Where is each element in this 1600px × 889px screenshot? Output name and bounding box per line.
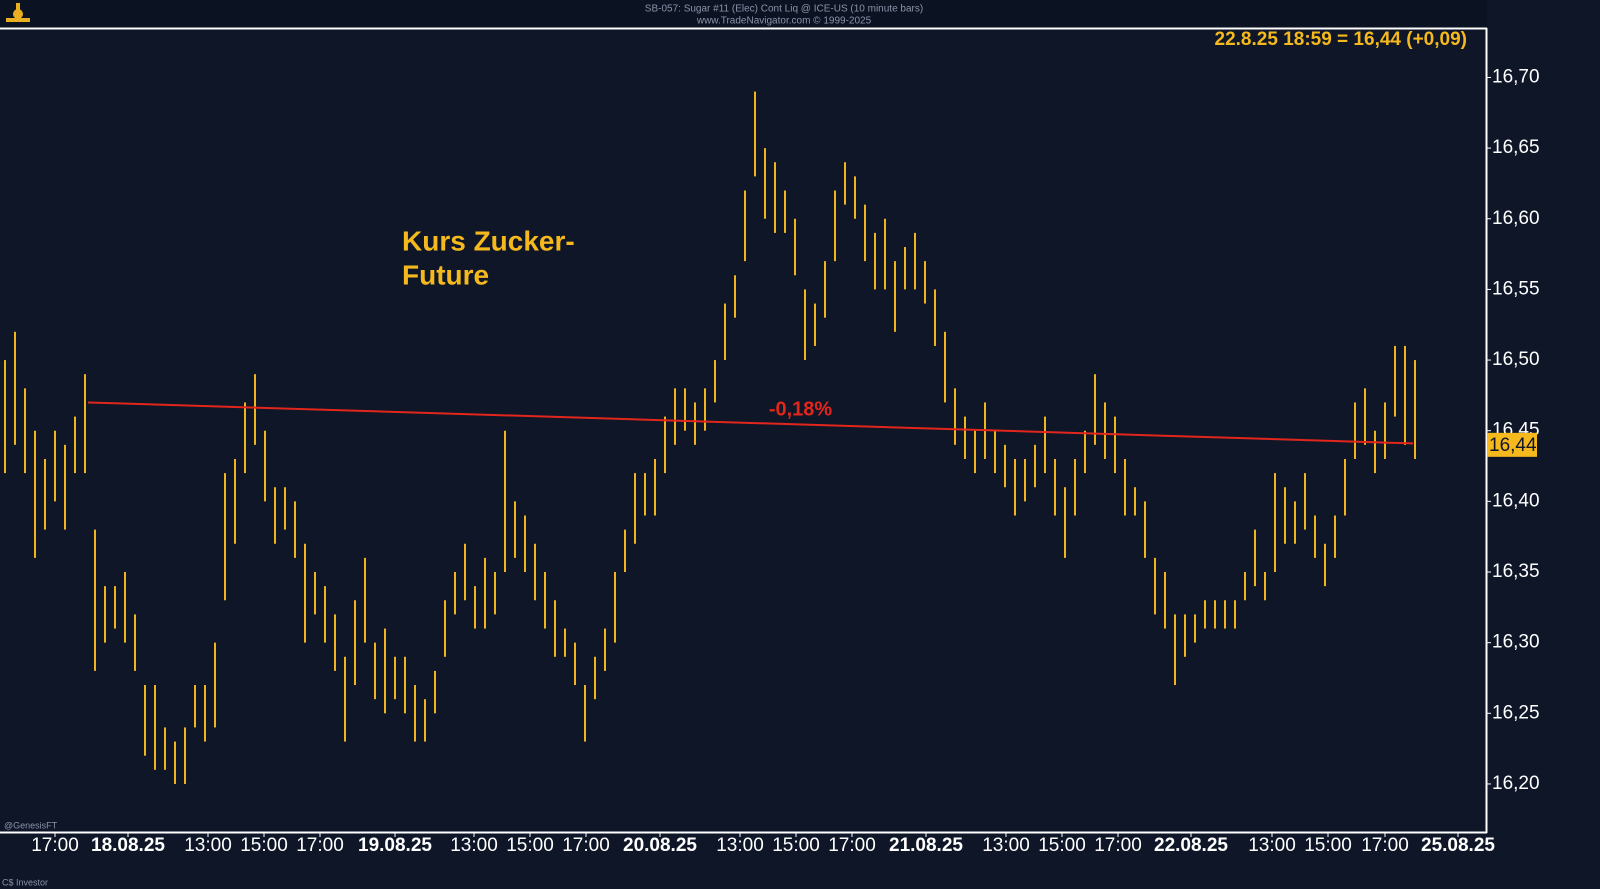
x-tick-label: 15:00 — [1038, 835, 1086, 856]
x-tick-label: 15:00 — [772, 835, 820, 856]
y-tick-label: 16,30 — [1492, 632, 1540, 653]
y-tick-label: 16,20 — [1492, 773, 1540, 794]
footer-note: @GenesisFT — [4, 820, 58, 830]
x-tick-label: 20.08.25 — [623, 835, 697, 856]
x-tick-label: 13:00 — [1248, 835, 1296, 856]
x-tick-label: 15:00 — [506, 835, 554, 856]
x-tick-label: 18.08.25 — [91, 835, 165, 856]
annotation: Future — [402, 259, 489, 290]
y-tick-label: 16,70 — [1492, 66, 1540, 87]
header-band — [0, 0, 1487, 28]
annotation: Kurs Zucker- — [402, 225, 575, 256]
x-tick-label: 22.08.25 — [1154, 835, 1228, 856]
x-tick-label: 17:00 — [1094, 835, 1142, 856]
x-tick-label: 15:00 — [240, 835, 288, 856]
y-tick-label: 16,35 — [1492, 561, 1540, 582]
x-tick-label: 17:00 — [562, 835, 610, 856]
y-tick-label: 16,55 — [1492, 278, 1540, 299]
logo — [6, 3, 30, 22]
trend-label: -0,18% — [769, 398, 833, 420]
x-tick-label: 25.08.25 — [1421, 835, 1495, 856]
x-tick-label: 13:00 — [716, 835, 764, 856]
y-tick-label: 16,40 — [1492, 490, 1540, 511]
x-tick-label: 13:00 — [450, 835, 498, 856]
y-tick-label: 16,25 — [1492, 702, 1540, 723]
x-tick-label: 17:00 — [31, 835, 79, 856]
x-tick-label: 17:00 — [296, 835, 344, 856]
last-price-box — [1487, 432, 1537, 457]
y-tick-label: 16,50 — [1492, 349, 1540, 370]
trend-line — [87, 401, 1414, 445]
x-tick-label: 15:00 — [1304, 835, 1352, 856]
x-tick-label: 13:00 — [184, 835, 232, 856]
plot-area: 16,2016,2516,3016,3516,4016,4516,5016,55… — [4, 66, 1540, 856]
x-tick-label: 19.08.25 — [358, 835, 432, 856]
y-tick-label: 16,65 — [1492, 137, 1540, 158]
x-tick-label: 21.08.25 — [889, 835, 963, 856]
y-tick-label: 16,60 — [1492, 208, 1540, 229]
x-tick-label: 13:00 — [982, 835, 1030, 856]
x-tick-label: 17:00 — [828, 835, 876, 856]
last-price-label: 16,44 — [1489, 435, 1537, 456]
footer-note: C$ Investor — [2, 877, 48, 887]
x-tick-label: 17:00 — [1361, 835, 1409, 856]
quote: 22.8.25 18:59 = 16,44 (+0,09) — [1215, 29, 1467, 50]
chart-subtitle: www.TradeNavigator.com © 1999-2025 — [696, 16, 872, 27]
chart-title: SB-057: Sugar #11 (Elec) Cont Liq @ ICE-… — [645, 4, 923, 15]
